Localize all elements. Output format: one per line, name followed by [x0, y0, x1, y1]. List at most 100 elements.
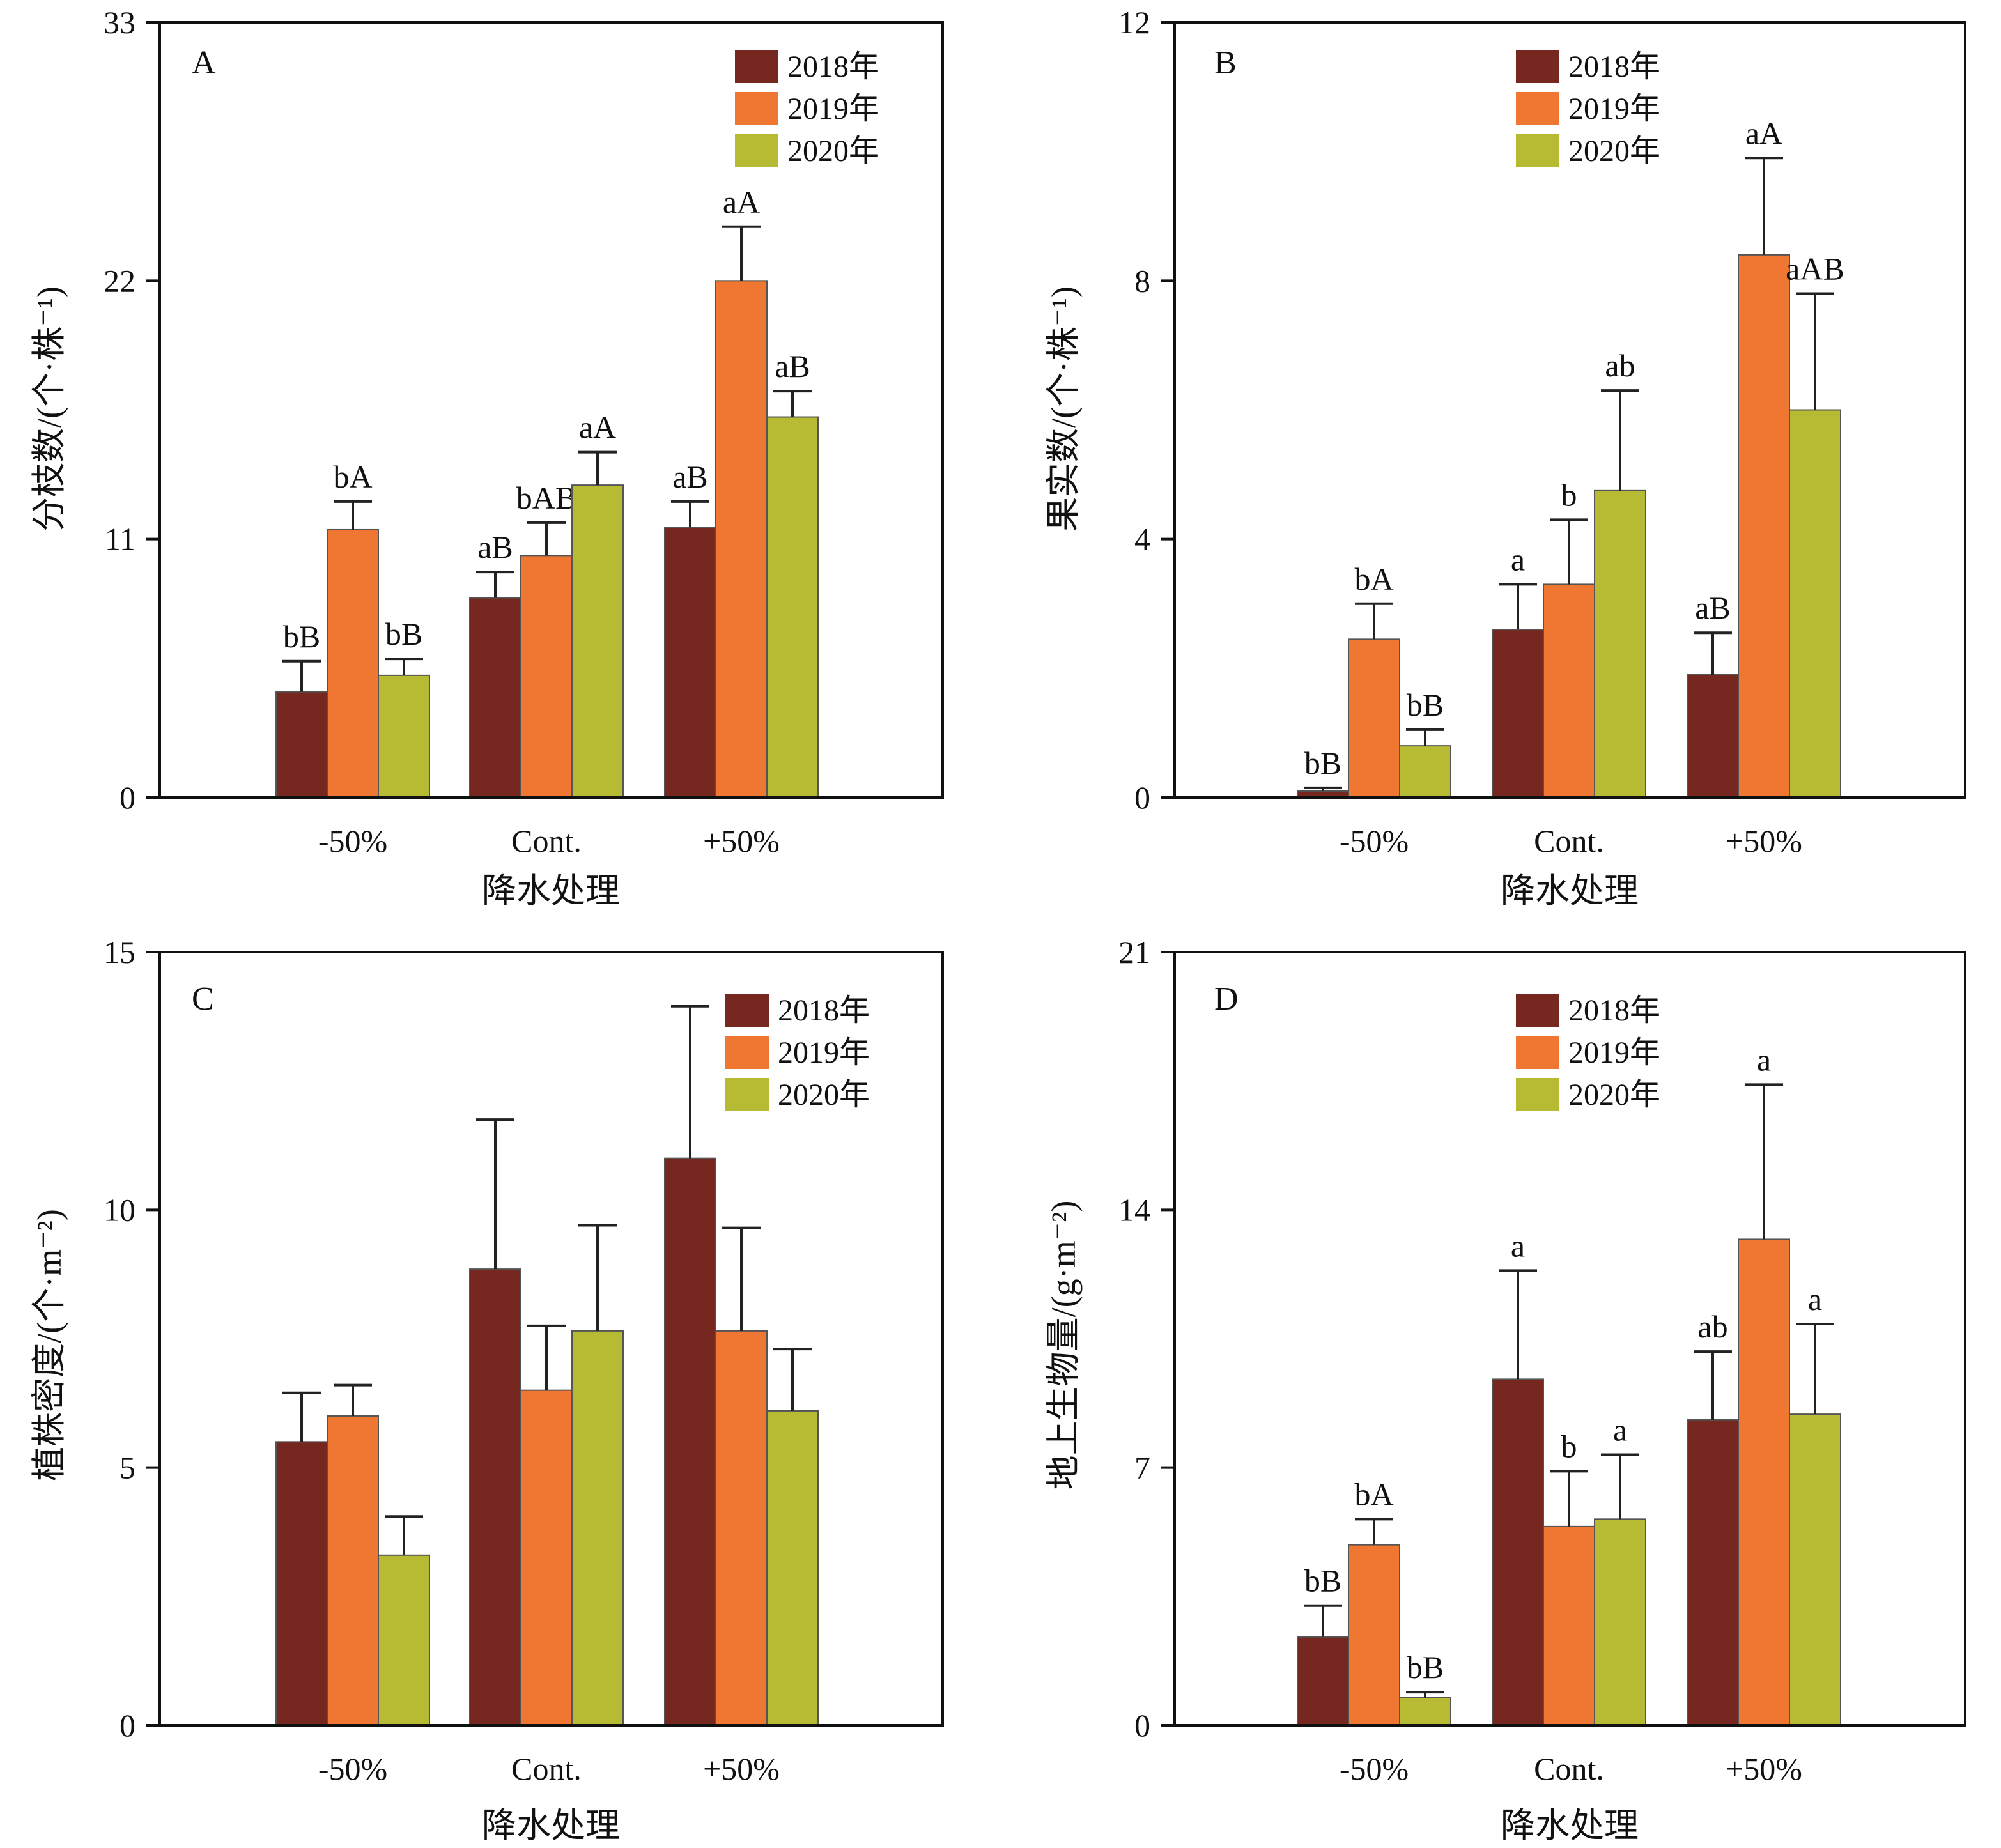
y-axis-title: 植株密度/(个·m⁻²) [30, 1209, 68, 1481]
significance-label: b [1561, 1428, 1577, 1464]
bar-2018-cat2 [469, 597, 521, 798]
y-tick-label: 21 [1118, 934, 1150, 970]
significance-label: bB [385, 616, 422, 652]
x-tick-label: -50% [1340, 1751, 1409, 1787]
bar-2020-cat2 [1594, 489, 1646, 799]
legend-swatch-2018 [1516, 994, 1559, 1027]
x-axis-title: 降水处理 [482, 872, 620, 910]
x-axis-title: 降水处理 [482, 1806, 620, 1845]
plot-frame [1173, 21, 1966, 799]
significance-label: bB [1407, 687, 1444, 723]
legend-label-2020: 2020年 [778, 1078, 870, 1112]
significance-label: bAB [516, 480, 576, 516]
bar-2018-cat1 [1297, 1636, 1349, 1727]
legend-label-2019: 2019年 [1568, 1036, 1660, 1070]
bar-2020-cat3 [1789, 409, 1841, 798]
bar-2019-cat1 [327, 528, 379, 798]
bar-2019-cat2 [520, 555, 573, 798]
significance-label: aB [672, 459, 708, 495]
bar-2020-cat1 [1399, 1697, 1451, 1726]
bar-series-layer: bB a aB bA b aA bB ab aAB [1297, 115, 1844, 799]
x-tick-label: +50% [703, 1751, 780, 1787]
bar-2019-cat1 [1348, 1544, 1400, 1727]
legend: 2018年 2019年 2020年 [725, 994, 870, 1112]
y-axis-title: 分枝数/(个·株⁻¹) [30, 286, 68, 532]
panel-tag: C [192, 981, 214, 1017]
legend-swatch-2018 [1516, 50, 1559, 83]
legend-label-2020: 2020年 [1568, 1078, 1660, 1112]
significance-label: bB [1304, 745, 1341, 781]
bar-2018-cat1 [275, 1441, 328, 1726]
bar-2019-cat2 [520, 1389, 573, 1727]
bar-2019-cat2 [1543, 1525, 1595, 1727]
legend-swatch-2020 [1516, 134, 1559, 167]
legend-label-2018: 2018年 [778, 994, 870, 1028]
axis-layer: 0 11 22 33 -50% Cont. +50% [104, 4, 944, 859]
y-tick-label: 7 [1134, 1450, 1150, 1486]
x-tick-label: Cont. [511, 1751, 582, 1787]
panel-tag: A [192, 45, 216, 81]
significance-label: aAB [1786, 251, 1844, 287]
axis-layer: 0 7 14 21 -50% Cont. +50% [1118, 934, 1966, 1787]
bar-2018-cat3 [664, 1157, 716, 1726]
legend-label-2020: 2020年 [1568, 134, 1660, 168]
legend-swatch-2020 [735, 134, 778, 167]
legend: 2018年 2019年 2020年 [735, 50, 879, 168]
bar-2018-cat3 [1687, 674, 1739, 798]
legend-label-2019: 2019年 [1568, 92, 1660, 126]
x-tick-label: -50% [318, 1751, 387, 1787]
x-axis-title: 降水处理 [1501, 872, 1639, 910]
legend-swatch-2018 [725, 994, 769, 1027]
bar-2019-cat2 [1543, 583, 1595, 798]
bar-2020-cat2 [571, 484, 624, 799]
y-tick-label: 14 [1118, 1192, 1150, 1228]
bar-2019-cat3 [715, 1330, 768, 1726]
panel-b: 果实数/(个·株⁻¹) 降水处理 B bB a aB bA b aA bB ab aAB 0 4 8… [1044, 4, 1966, 910]
x-axis-title: 降水处理 [1501, 1806, 1639, 1845]
significance-label: a [1613, 1412, 1627, 1448]
y-tick-label: 0 [1134, 780, 1150, 815]
y-tick-label: 0 [1134, 1707, 1150, 1743]
plot-frame [1173, 951, 1966, 1727]
significance-label: a [1808, 1281, 1822, 1317]
panel-tag: B [1214, 45, 1237, 81]
bar-2020-cat1 [378, 1554, 430, 1727]
legend-label-2019: 2019年 [778, 1036, 870, 1070]
bar-2018-cat2 [469, 1268, 521, 1726]
x-tick-label: Cont. [511, 823, 582, 859]
legend: 2018年 2019年 2020年 [1516, 994, 1660, 1112]
bar-2018-cat3 [1687, 1419, 1739, 1727]
significance-label: a [1511, 1228, 1525, 1263]
y-tick-label: 11 [105, 521, 135, 557]
legend-swatch-2019 [1516, 92, 1559, 125]
axis-layer: 0 4 8 12 -50% Cont. +50% [1118, 4, 1966, 859]
significance-label: ab [1605, 348, 1635, 383]
y-tick-label: 0 [120, 1707, 135, 1743]
significance-label: a [1511, 541, 1525, 577]
bar-2020-cat2 [571, 1330, 624, 1726]
significance-label: bB [1304, 1563, 1341, 1599]
plot-frame [158, 21, 944, 799]
legend-swatch-2019 [1516, 1036, 1559, 1069]
significance-label: b [1561, 477, 1577, 512]
significance-label: aA [723, 184, 760, 220]
x-tick-label: -50% [1340, 823, 1409, 859]
y-tick-label: 8 [1134, 263, 1150, 298]
significance-label: aB [1695, 590, 1731, 626]
legend-label-2018: 2018年 [1568, 994, 1660, 1028]
legend-swatch-2020 [725, 1078, 769, 1111]
legend-label-2018: 2018年 [1568, 50, 1660, 84]
panel-tag: D [1214, 981, 1239, 1017]
legend-label-2020: 2020年 [787, 134, 879, 168]
x-tick-label: Cont. [1534, 1751, 1604, 1787]
y-axis-title: 地上生物量/(g·m⁻²) [1044, 1201, 1083, 1490]
y-axis-title: 果实数/(个·株⁻¹) [1044, 286, 1083, 532]
legend-label-2018: 2018年 [787, 50, 879, 84]
bar-2019-cat1 [1348, 638, 1400, 798]
y-tick-label: 0 [120, 780, 135, 815]
